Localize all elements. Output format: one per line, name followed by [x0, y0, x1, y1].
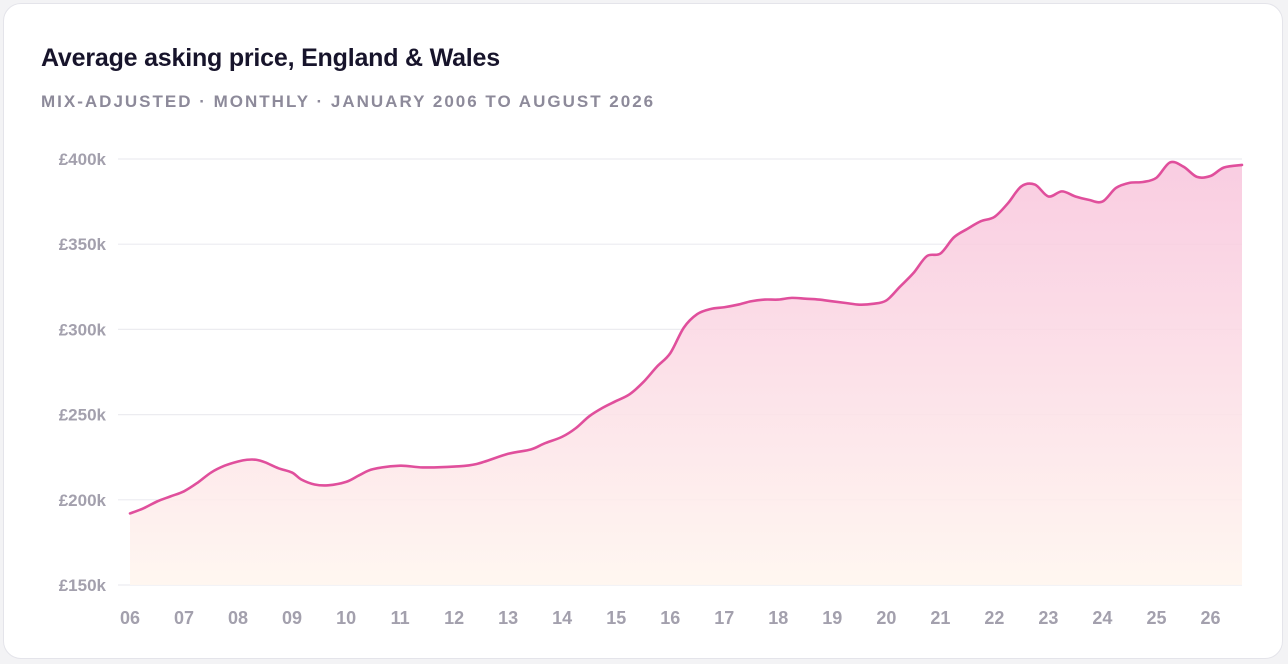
y-tick-label: £300k [59, 320, 107, 339]
chart-subtitle: MIX-ADJUSTED · MONTHLY · JANUARY 2006 TO… [41, 92, 656, 111]
chart-title: Average asking price, England & Wales [41, 44, 500, 72]
y-axis-ticks: £400k £350k £300k £250k £200k £150k [59, 150, 107, 595]
x-axis-ticks: 06 07 08 09 10 11 12 13 14 15 16 17 18 19 20 21 22 23 24 25… [120, 608, 1221, 628]
x-tick-label: 19 [822, 608, 842, 628]
y-tick-label: £200k [59, 491, 107, 510]
x-tick-label: 18 [768, 608, 788, 628]
x-tick-label: 10 [336, 608, 356, 628]
x-tick-label: 12 [444, 608, 464, 628]
x-tick-label: 15 [606, 608, 626, 628]
x-tick-label: 26 [1200, 608, 1220, 628]
x-tick-label: 06 [120, 608, 140, 628]
x-tick-label: 14 [552, 608, 572, 628]
x-tick-label: 21 [930, 608, 950, 628]
x-tick-label: 23 [1038, 608, 1058, 628]
y-tick-label: £250k [59, 406, 107, 425]
x-tick-label: 17 [714, 608, 734, 628]
x-tick-label: 16 [660, 608, 680, 628]
x-tick-label: 13 [498, 608, 518, 628]
y-tick-label: £400k [59, 150, 107, 169]
x-tick-label: 09 [282, 608, 302, 628]
price-area-fill [130, 161, 1242, 585]
y-tick-label: £350k [59, 235, 107, 254]
x-tick-label: 25 [1146, 608, 1166, 628]
x-tick-label: 22 [984, 608, 1004, 628]
x-tick-label: 07 [174, 608, 194, 628]
x-tick-label: 11 [391, 608, 410, 628]
price-line [128, 160, 1244, 515]
x-tick-label: 08 [228, 608, 248, 628]
x-tick-label: 20 [876, 608, 896, 628]
y-tick-label: £150k [59, 576, 107, 595]
x-tick-label: 24 [1092, 608, 1112, 628]
